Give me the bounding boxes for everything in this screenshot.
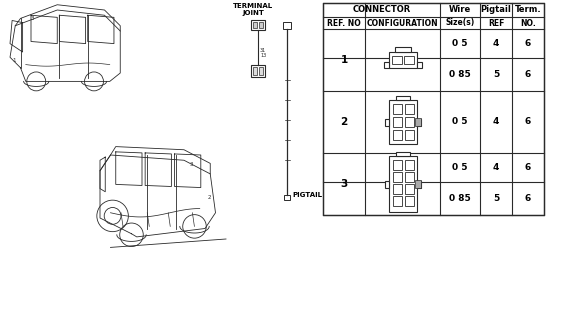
Text: Term.: Term.	[515, 5, 541, 14]
Text: 31: 31	[260, 48, 266, 53]
Text: 0 85: 0 85	[449, 194, 471, 203]
Bar	[404, 184, 414, 194]
Text: 13: 13	[260, 53, 266, 58]
Bar	[253, 22, 257, 28]
Bar	[404, 172, 414, 182]
Text: 6: 6	[525, 39, 531, 48]
Bar	[416, 180, 420, 188]
Bar	[416, 118, 420, 125]
Text: TERMINAL
JOINT: TERMINAL JOINT	[233, 3, 273, 16]
Bar	[415, 118, 420, 126]
Bar	[416, 62, 422, 68]
Bar	[395, 96, 410, 100]
Bar	[415, 180, 420, 188]
Text: 3: 3	[189, 162, 193, 166]
Text: REF. NO: REF. NO	[327, 19, 361, 28]
Bar	[392, 130, 402, 140]
Bar	[392, 196, 402, 206]
Text: Pigtail: Pigtail	[480, 5, 511, 14]
Bar	[251, 20, 265, 30]
Bar	[259, 67, 263, 75]
Bar	[391, 56, 402, 64]
Text: 5: 5	[493, 194, 499, 203]
Text: 6: 6	[525, 70, 531, 79]
Text: 4: 4	[493, 163, 499, 172]
Text: 2: 2	[208, 195, 212, 200]
Bar	[392, 104, 402, 114]
Bar	[392, 160, 402, 170]
Text: REF: REF	[488, 19, 504, 28]
Text: 4: 4	[493, 39, 499, 48]
Bar	[253, 67, 257, 75]
Text: 2: 2	[340, 117, 348, 127]
Bar	[283, 22, 291, 29]
Text: 5: 5	[493, 70, 499, 79]
Bar	[403, 56, 414, 64]
Text: CONFIGURATION: CONFIGURATION	[367, 19, 438, 28]
Text: 1: 1	[12, 59, 15, 63]
Text: CONNECTOR: CONNECTOR	[352, 5, 411, 14]
Text: 6: 6	[525, 194, 531, 203]
Bar	[384, 180, 388, 188]
Text: 6: 6	[525, 163, 531, 172]
Text: Size(s): Size(s)	[446, 19, 475, 28]
Bar	[395, 47, 411, 52]
Bar	[388, 52, 416, 68]
Text: 6: 6	[525, 117, 531, 126]
Bar	[392, 184, 402, 194]
Text: 0 85: 0 85	[449, 70, 471, 79]
Text: 0 5: 0 5	[452, 39, 468, 48]
Text: 1: 1	[340, 55, 348, 65]
Text: Wire: Wire	[449, 5, 471, 14]
Bar	[404, 130, 414, 140]
Text: 3: 3	[31, 17, 34, 21]
Bar	[259, 22, 263, 28]
Bar	[384, 118, 388, 125]
Bar	[404, 160, 414, 170]
Bar	[404, 104, 414, 114]
Text: PIGTAIL: PIGTAIL	[292, 192, 322, 198]
Bar	[388, 100, 416, 144]
Text: NO.: NO.	[520, 19, 536, 28]
Text: 4: 4	[493, 117, 499, 126]
Bar	[404, 117, 414, 127]
Bar	[323, 3, 544, 215]
Text: 0 5: 0 5	[452, 117, 468, 126]
Bar	[392, 117, 402, 127]
Text: 0 5: 0 5	[452, 163, 468, 172]
Bar	[404, 196, 414, 206]
Bar	[383, 62, 388, 68]
Bar	[284, 195, 290, 200]
Text: 3: 3	[340, 179, 348, 189]
Bar	[392, 172, 402, 182]
Bar	[395, 152, 410, 156]
Bar	[388, 156, 416, 212]
Bar	[251, 65, 265, 77]
